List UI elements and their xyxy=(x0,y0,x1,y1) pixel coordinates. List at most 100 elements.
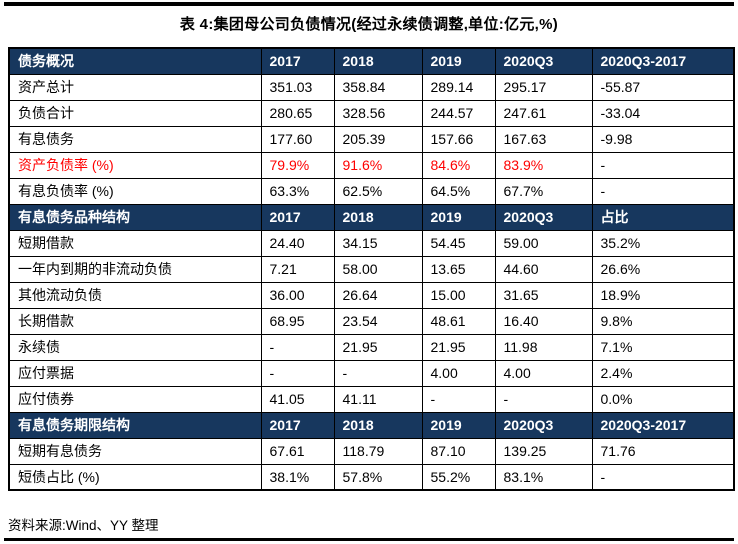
table-row: 有息债务 177.60 205.39 157.66 167.63 -9.98 xyxy=(8,125,735,153)
section-title-cell: 债务概况 xyxy=(8,47,262,75)
value-cell: 177.60 xyxy=(260,125,335,153)
value-cell: 358.84 xyxy=(333,73,423,101)
value-cell: 48.61 xyxy=(421,307,496,335)
column-header-cell: 2020Q3 xyxy=(494,47,593,75)
value-cell: 4.00 xyxy=(494,359,593,387)
value-cell: 26.6% xyxy=(591,255,735,283)
value-cell: 83.9% xyxy=(494,151,593,179)
value-cell: 0.0% xyxy=(591,385,735,413)
value-cell: 57.8% xyxy=(333,463,423,491)
source-note: 资料来源:Wind、YY 整理 xyxy=(8,518,159,533)
value-cell: 139.25 xyxy=(494,437,593,465)
table-row: 资产总计 351.03 358.84 289.14 295.17 -55.87 xyxy=(8,73,735,101)
value-cell: 24.40 xyxy=(260,229,335,257)
value-cell: 68.95 xyxy=(260,307,335,335)
row-label-cell: 短期有息债务 xyxy=(8,437,262,465)
value-cell: 167.63 xyxy=(494,125,593,153)
value-cell: 351.03 xyxy=(260,73,335,101)
row-label-cell: 永续债 xyxy=(8,333,262,361)
value-cell: 36.00 xyxy=(260,281,335,309)
value-cell: 2.4% xyxy=(591,359,735,387)
value-cell: 157.66 xyxy=(421,125,496,153)
debt-table-body: 债务概况 2017 2018 2019 2020Q3 2020Q3-2017 资产总计 351… xyxy=(8,47,735,491)
table-row: 短期借款 24.40 34.15 54.45 59.00 35.2% xyxy=(8,229,735,257)
value-cell: -9.98 xyxy=(591,125,735,153)
column-header-cell: 2017 xyxy=(260,203,335,231)
table-row: 应付债券 41.05 41.11- -0.0% xyxy=(8,385,735,413)
table-row: 短期有息债务 67.61 118.79 87.10 139.25 71.76 xyxy=(8,437,735,465)
table-row: 永续债 -21.95 21.95 11.98 7.1% xyxy=(8,333,735,361)
column-header-cell: 2019 xyxy=(421,411,496,439)
table-row: 其他流动负债 36.00 26.64 15.00 31.65 18.9% xyxy=(8,281,735,309)
value-cell: 71.76 xyxy=(591,437,735,465)
value-cell: 83.1% xyxy=(494,463,593,491)
value-cell: 91.6% xyxy=(333,151,423,179)
row-label-cell: 有息债务 xyxy=(8,125,262,153)
value-cell: 328.56 xyxy=(333,99,423,127)
value-cell: 67.61 xyxy=(260,437,335,465)
value-cell: 44.60 xyxy=(494,255,593,283)
value-cell: -33.04 xyxy=(591,99,735,127)
value-cell: 15.00 xyxy=(421,281,496,309)
value-cell: 9.8% xyxy=(591,307,735,335)
value-cell: - xyxy=(591,463,735,491)
value-cell: 23.54 xyxy=(333,307,423,335)
value-cell: 67.7% xyxy=(494,177,593,205)
section-header-row: 有息债务期限结构 2017 2018 2019 2020Q3 2020Q3-2017 xyxy=(8,411,735,439)
row-label-cell: 资产负债率 (%) xyxy=(8,151,262,179)
table-row: 资产负债率 (%) 79.9% 91.6% 84.6% 83.9% - xyxy=(8,151,735,179)
value-cell: 62.5% xyxy=(333,177,423,205)
table-row: 有息负债率 (%) 63.3% 62.5% 64.5% 67.7% - xyxy=(8,177,735,205)
column-header-cell: 2020Q3 xyxy=(494,203,593,231)
row-label-cell: 应付债券 xyxy=(8,385,262,413)
value-cell: 64.5% xyxy=(421,177,496,205)
value-cell: 31.65 xyxy=(494,281,593,309)
value-cell: 244.57 xyxy=(421,99,496,127)
value-cell: - xyxy=(591,151,735,179)
row-label-cell: 短债占比 (%) xyxy=(8,463,262,491)
row-label-cell: 短期借款 xyxy=(8,229,262,257)
value-cell: 11.98 xyxy=(494,333,593,361)
table-row: 一年内到期的非流动负债 7.21 58.00 13.65 44.60 26.6% xyxy=(8,255,735,283)
value-cell: 280.65 xyxy=(260,99,335,127)
table-row: 应付票据 - -4.00 4.00 2.4% xyxy=(8,359,735,387)
section-header-row: 有息债务品种结构 2017 2018 2019 2020Q3 占比 xyxy=(8,203,735,231)
value-cell: 247.61 xyxy=(494,99,593,127)
table-title: 表 4:集团母公司负债情况(经过永续债调整,单位:亿元,%) xyxy=(179,16,559,33)
table-row: 短债占比 (%) 38.1% 57.8% 55.2% 83.1% - xyxy=(8,463,735,491)
value-cell: 26.64 xyxy=(333,281,423,309)
row-label-cell: 长期借款 xyxy=(8,307,262,335)
value-cell: 84.6% xyxy=(421,151,496,179)
table-row: 负债合计 280.65 328.56 244.57 247.61 -33.04 xyxy=(8,99,735,127)
value-cell: 41.05 xyxy=(260,385,335,413)
value-cell: - xyxy=(421,385,496,413)
row-label-cell: 应付票据 xyxy=(8,359,262,387)
value-cell: 18.9% xyxy=(591,281,735,309)
section-title-cell: 有息债务期限结构 xyxy=(8,411,262,439)
column-header-cell: 2017 xyxy=(260,411,335,439)
column-header-cell: 2018 xyxy=(333,47,423,75)
value-cell: 63.3% xyxy=(260,177,335,205)
column-header-cell: 2018 xyxy=(333,203,423,231)
value-cell: 54.45 xyxy=(421,229,496,257)
value-cell: 21.95 xyxy=(421,333,496,361)
value-cell: 295.17 xyxy=(494,73,593,101)
section-header-row: 债务概况 2017 2018 2019 2020Q3 2020Q3-2017 xyxy=(8,47,735,75)
top-horizontal-rule xyxy=(4,2,734,6)
column-header-cell: 2017 xyxy=(260,47,335,75)
value-cell: 55.2% xyxy=(421,463,496,491)
value-cell: - xyxy=(591,177,735,205)
value-cell: 118.79 xyxy=(333,437,423,465)
bottom-horizontal-rule xyxy=(4,538,734,541)
value-cell: -55.87 xyxy=(591,73,735,101)
value-cell: 7.21 xyxy=(260,255,335,283)
value-cell: 87.10 xyxy=(421,437,496,465)
debt-table-container: 债务概况 2017 2018 2019 2020Q3 2020Q3-2017 资产总计 351… xyxy=(8,47,735,491)
value-cell: - xyxy=(260,333,335,361)
value-cell: 7.1% xyxy=(591,333,735,361)
column-header-cell: 占比 xyxy=(591,203,735,231)
column-header-cell: 2020Q3 xyxy=(494,411,593,439)
value-cell: 13.65 xyxy=(421,255,496,283)
value-cell: 79.9% xyxy=(260,151,335,179)
